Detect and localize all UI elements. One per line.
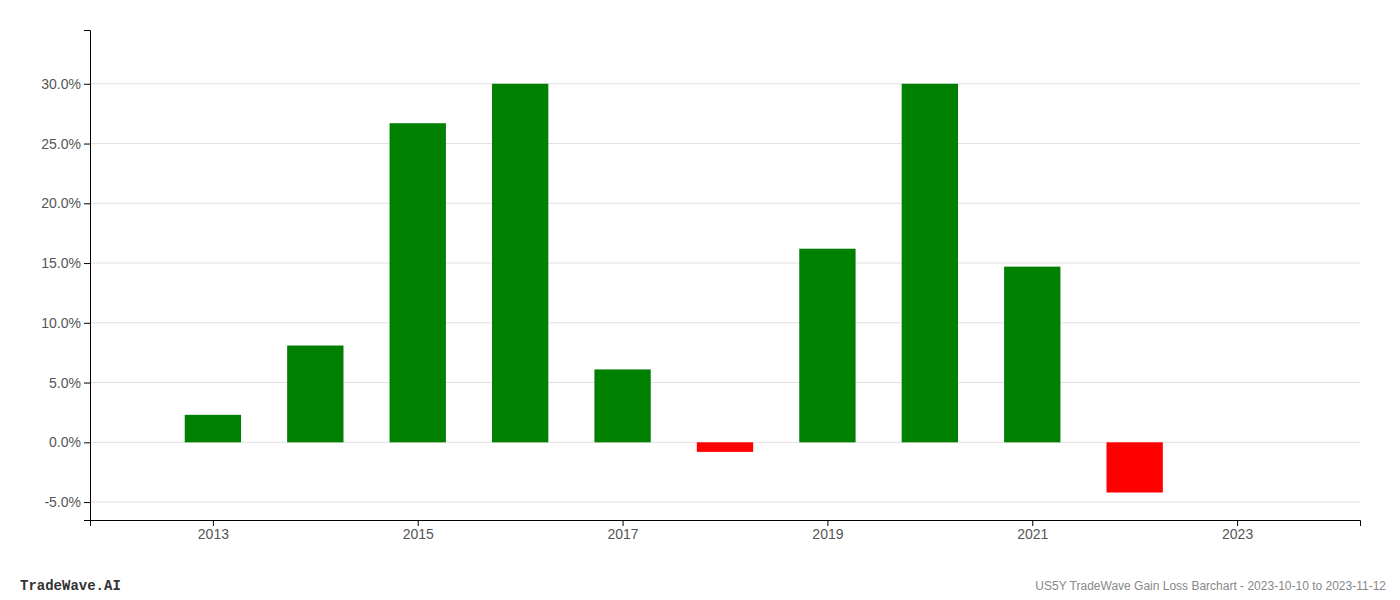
x-axis-line	[91, 521, 1361, 527]
x-tick-label: 2013	[198, 526, 229, 542]
x-tick: 2015	[403, 520, 434, 542]
footer-left: TradeWave.AI	[20, 578, 121, 594]
bar	[594, 369, 650, 442]
bar	[1107, 442, 1163, 492]
footer-right: US5Y TradeWave Gain Loss Barchart - 2023…	[1035, 579, 1386, 593]
bar	[799, 249, 855, 443]
x-tick-label: 2023	[1222, 526, 1253, 542]
y-tick: -5.0%	[44, 494, 90, 510]
y-tick: 20.0%	[41, 195, 90, 211]
x-tick: 2013	[198, 520, 229, 542]
x-tick: 2023	[1222, 520, 1253, 542]
y-tick: 15.0%	[41, 255, 90, 271]
y-tick-mark	[84, 144, 90, 145]
grid-line	[90, 382, 1360, 383]
grid-line	[90, 322, 1360, 323]
x-tick: 2019	[812, 520, 843, 542]
y-tick-mark	[84, 203, 90, 204]
y-tick: 25.0%	[41, 136, 90, 152]
y-axis: -5.0% 0.0% 5.0% 10.0% 15.0% 20.0% 25.0% 30.0%	[41, 31, 90, 521]
bar	[492, 84, 548, 443]
x-tick-label: 2019	[812, 526, 843, 542]
y-tick-mark	[84, 502, 90, 503]
bar	[902, 84, 958, 443]
grid-line	[90, 203, 1360, 204]
x-axis: 2013 2015 2017 2019 2021 2023	[91, 520, 1361, 542]
x-tick: 2021	[1017, 520, 1048, 542]
bar	[1004, 267, 1060, 443]
y-tick-mark	[84, 442, 90, 443]
y-tick-label: 5.0%	[49, 375, 81, 391]
grid	[90, 84, 1360, 502]
y-axis-line	[84, 31, 91, 521]
grid-line	[90, 83, 1360, 84]
bar	[287, 346, 343, 443]
y-tick: 5.0%	[49, 375, 90, 391]
x-tick-label: 2017	[608, 526, 639, 542]
y-tick-mark	[84, 323, 90, 324]
y-tick: 10.0%	[41, 315, 90, 331]
bar	[185, 415, 241, 442]
x-tick: 2017	[608, 520, 639, 542]
grid-line	[90, 502, 1360, 503]
grid-line	[90, 263, 1360, 264]
bars	[185, 84, 1163, 493]
x-tick-label: 2015	[403, 526, 434, 542]
y-tick-mark	[84, 84, 90, 85]
y-tick-label: -5.0%	[44, 494, 81, 510]
y-tick-mark	[84, 383, 90, 384]
y-tick-label: 30.0%	[41, 76, 81, 92]
y-tick: 30.0%	[41, 76, 90, 92]
bar	[697, 442, 753, 452]
x-tick-label: 2021	[1017, 526, 1048, 542]
y-tick: 0.0%	[49, 434, 90, 450]
chart: 2013 2015 2017 2019 2021 2023 -5.0% 0.0% 5.0% 10.…	[0, 0, 1400, 600]
y-tick-label: 20.0%	[41, 195, 81, 211]
y-tick-mark	[84, 263, 90, 264]
grid-line	[90, 143, 1360, 144]
bar	[390, 123, 446, 442]
y-tick-label: 0.0%	[49, 434, 81, 450]
y-tick-label: 25.0%	[41, 136, 81, 152]
y-tick-label: 15.0%	[41, 255, 81, 271]
y-tick-label: 10.0%	[41, 315, 81, 331]
